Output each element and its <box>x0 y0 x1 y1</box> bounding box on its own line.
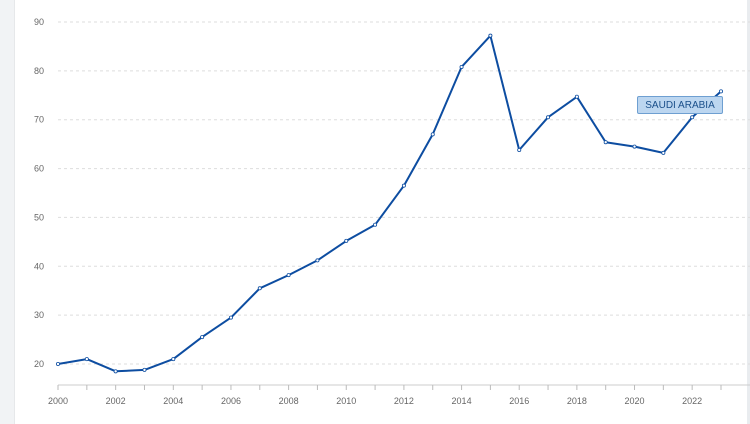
data-point-2004 <box>171 357 176 362</box>
y-tick-label: 50 <box>34 212 44 222</box>
data-point-2020 <box>632 144 637 149</box>
data-point-2015 <box>488 33 493 38</box>
data-point-2016 <box>517 148 522 153</box>
y-tick-label: 40 <box>34 261 44 271</box>
x-tick-label: 2000 <box>48 396 68 406</box>
x-tick-label: 2004 <box>163 396 183 406</box>
data-point-2002 <box>113 369 118 374</box>
data-point-2001 <box>84 357 89 362</box>
data-point-2000 <box>56 361 61 366</box>
page-edge <box>747 0 750 424</box>
series-line <box>57 34 722 373</box>
data-point-2010 <box>344 238 349 243</box>
y-tick-label: 30 <box>34 310 44 320</box>
grid-lines <box>58 21 750 365</box>
series-lines <box>57 34 722 373</box>
data-point-2003 <box>142 367 147 372</box>
x-tick-label: 2010 <box>336 396 356 406</box>
x-axis: 2000 2002 2004 2006 2008 2010 2012 2014 2016 2018… <box>48 384 750 406</box>
x-tick-label: 2006 <box>221 396 241 406</box>
data-point-2007 <box>257 286 262 291</box>
x-tick-label: 2020 <box>625 396 645 406</box>
data-point-2017 <box>546 115 551 120</box>
data-point-2005 <box>200 335 205 340</box>
data-point-2006 <box>228 315 233 320</box>
x-tick-label: 2022 <box>682 396 702 406</box>
data-point-2008 <box>286 273 291 278</box>
x-tick-label: 2008 <box>279 396 299 406</box>
y-tick-label: 20 <box>34 359 44 369</box>
data-point-2014 <box>459 64 464 69</box>
y-tick-label: 70 <box>34 115 44 125</box>
y-tick-label: 90 <box>34 17 44 27</box>
x-tick-label: 2018 <box>567 396 587 406</box>
x-tick-label: 2012 <box>394 396 414 406</box>
data-point-2022 <box>690 115 695 120</box>
data-point-2018 <box>574 94 579 99</box>
y-tick-label: 60 <box>34 164 44 174</box>
data-point-2009 <box>315 258 320 263</box>
x-tick-label: 2014 <box>452 396 472 406</box>
data-point-2011 <box>373 222 378 227</box>
y-axis-labels: 20 30 40 50 60 70 80 90 <box>34 17 44 369</box>
x-tick-label: 2016 <box>509 396 529 406</box>
data-point-2019 <box>603 140 608 145</box>
data-point-2012 <box>401 183 406 188</box>
x-tick-label: 2002 <box>106 396 126 406</box>
series-points <box>56 33 724 374</box>
data-point-2021 <box>661 150 666 155</box>
series-label-saudi-arabia[interactable]: SAUDI ARABIA <box>637 96 723 114</box>
data-point-2023 <box>719 89 724 94</box>
data-point-2013 <box>430 132 435 137</box>
y-tick-label: 80 <box>34 66 44 76</box>
